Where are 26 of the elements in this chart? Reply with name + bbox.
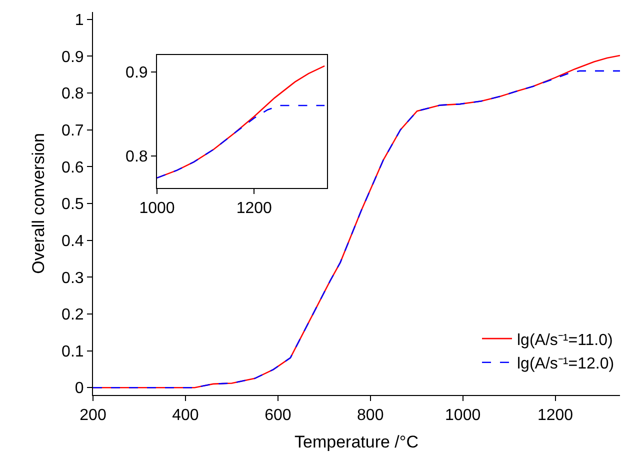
x-tick-label: 1200 bbox=[537, 407, 574, 424]
y-tick-label: 0.8 bbox=[126, 148, 148, 166]
x-tick-label: 1000 bbox=[445, 407, 481, 424]
x-tick-label: 400 bbox=[172, 407, 199, 424]
y-tick-label: 0 bbox=[74, 380, 84, 398]
x-tick-label: 1000 bbox=[139, 200, 175, 218]
x-tick-label: 800 bbox=[357, 407, 384, 424]
y-tick-label: 0.9 bbox=[62, 48, 84, 66]
x-tick-label: 200 bbox=[80, 407, 106, 424]
y-tick-label: 0.1 bbox=[62, 343, 84, 360]
y-tick-label: 0.2 bbox=[62, 306, 84, 324]
legend-label: lg(A/s⁻¹=11.0) bbox=[517, 332, 613, 349]
y-tick-label: 0.4 bbox=[62, 232, 84, 250]
y-tick-label: 1 bbox=[74, 12, 84, 29]
legend-label: lg(A/s⁻¹=12.0) bbox=[517, 356, 614, 373]
x-tick-label: 600 bbox=[264, 407, 292, 424]
y-tick-label: 0.7 bbox=[62, 122, 84, 140]
x-tick-label: 1200 bbox=[236, 200, 272, 218]
x-axis-title: Temperature /°C bbox=[294, 432, 418, 452]
y-tick-label: 0.9 bbox=[126, 64, 148, 82]
y-tick-label: 0.6 bbox=[62, 159, 84, 176]
y-tick-label: 0.8 bbox=[62, 86, 84, 103]
y-tick-label: 0.5 bbox=[62, 196, 84, 214]
y-tick-label: 0.3 bbox=[62, 270, 84, 287]
line-series bbox=[157, 104, 326, 179]
y-axis-title: Overall conversion bbox=[29, 133, 48, 274]
